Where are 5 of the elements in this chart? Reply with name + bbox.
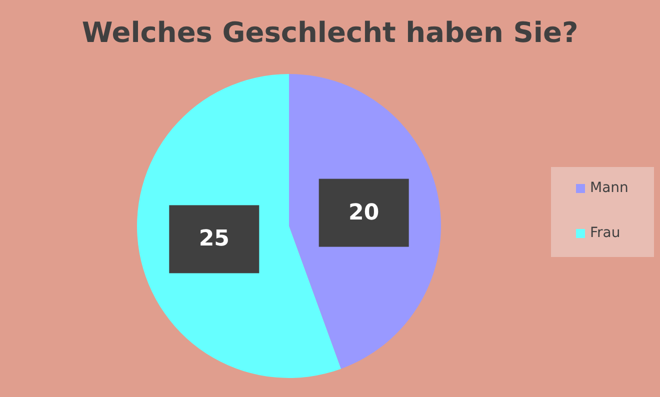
chart-title: Welches Geschlecht haben Sie?	[82, 16, 578, 49]
data-label: 20	[348, 200, 380, 226]
legend-label: Frau	[590, 225, 620, 241]
data-label: 25	[198, 226, 230, 252]
legend-label: Mann	[590, 180, 628, 196]
